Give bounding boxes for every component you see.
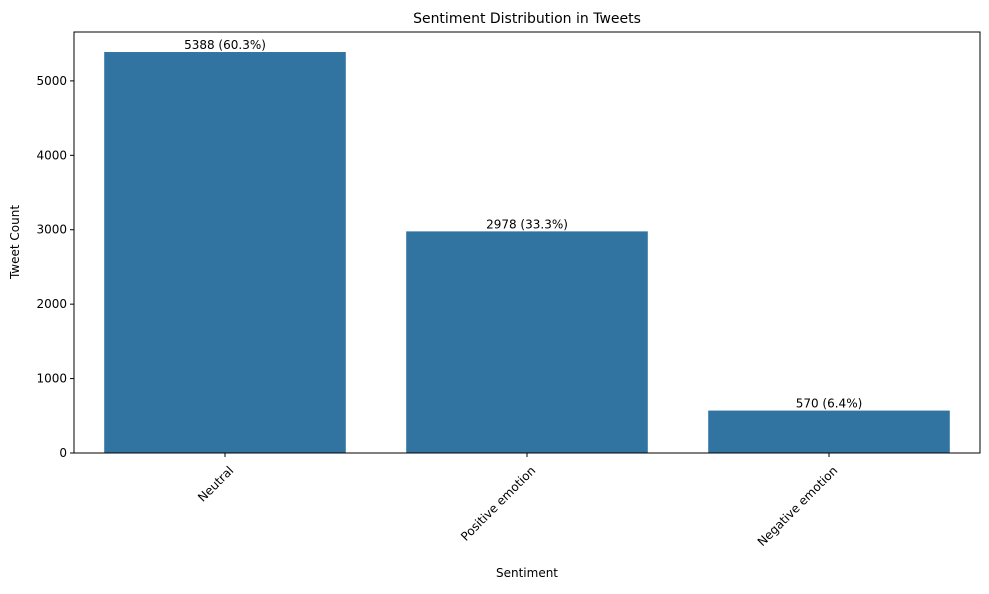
- y-tick-label: 1000: [36, 372, 67, 386]
- bar-neutral: [104, 52, 346, 454]
- y-axis-label: Tweet Count: [8, 205, 22, 280]
- x-tick-label: Neutral: [195, 463, 236, 504]
- bar-value-label: 2978 (33.3%): [486, 217, 568, 231]
- x-tick-label: Negative emotion: [755, 463, 841, 549]
- bar-labels-layer: 5388 (60.3%) 2978 (33.3%) 570 (6.4%): [184, 38, 862, 411]
- bar-negative-emotion: [708, 410, 950, 453]
- y-tick-label: 3000: [36, 223, 67, 237]
- bars-layer: [104, 52, 950, 454]
- bar-value-label: 570 (6.4%): [796, 397, 863, 411]
- y-tick-label: 5000: [36, 74, 67, 88]
- x-tick-label: Positive emotion: [458, 463, 538, 543]
- chart-title: Sentiment Distribution in Tweets: [413, 11, 641, 27]
- plot-frame: [73, 31, 981, 454]
- y-tick-label: 2000: [36, 297, 67, 311]
- bar-value-label: 5388 (60.3%): [184, 38, 266, 52]
- x-axis-label: Sentiment: [496, 566, 558, 580]
- y-axis: 0 1000 2000 3000 4000 5000: [36, 74, 74, 460]
- x-axis: Neutral Positive emotion Negative emotion: [195, 453, 840, 549]
- y-tick-label: 0: [59, 446, 67, 460]
- y-tick-label: 4000: [36, 148, 67, 162]
- bar-positive-emotion: [406, 231, 648, 453]
